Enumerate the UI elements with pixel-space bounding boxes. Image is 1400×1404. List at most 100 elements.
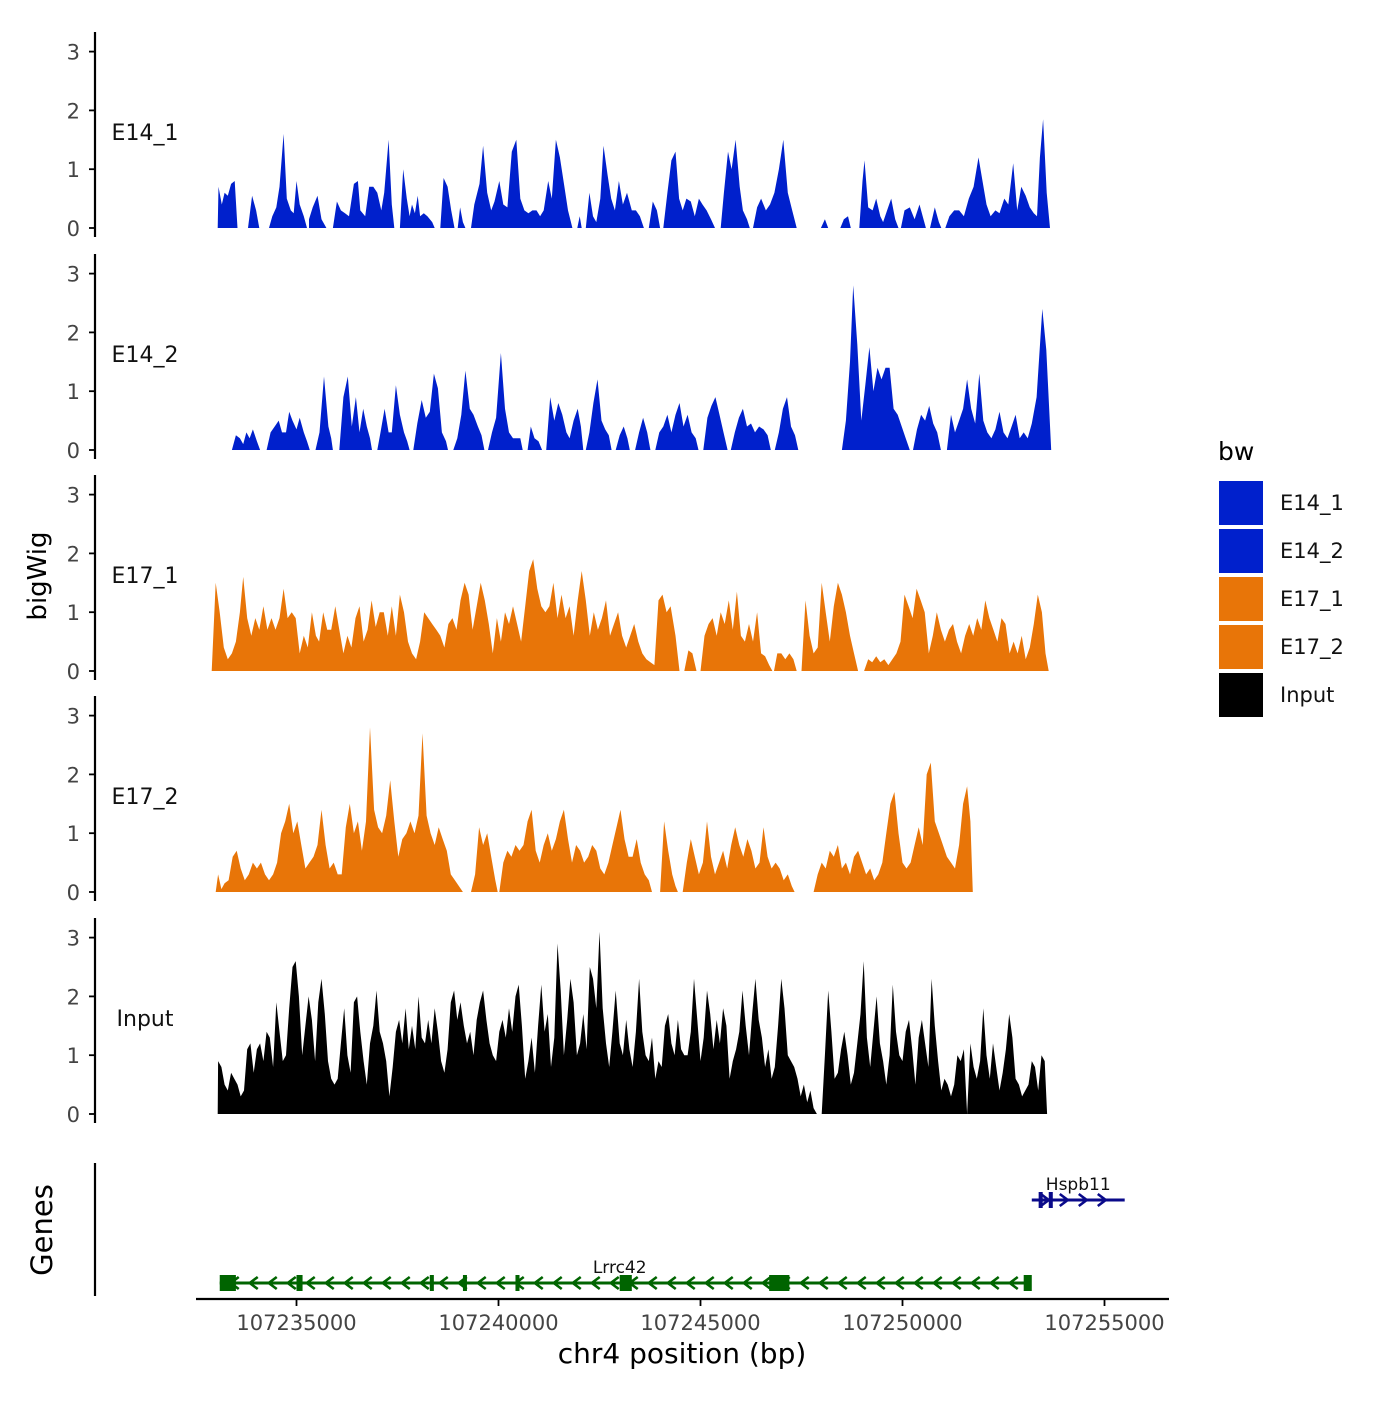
genes-track-title: Genes [25,1184,59,1276]
coverage-area [821,961,968,1114]
coverage-area [248,195,260,228]
exon [429,1275,434,1291]
coverage-area [217,181,238,228]
strand-arrow [741,1275,753,1291]
y-tick-label: 3 [67,484,80,508]
coverage-area [945,119,1050,228]
strand-arrow [855,1275,867,1291]
y-tick-label: 3 [67,705,80,729]
coverage-area [215,727,463,892]
strand-arrow [988,1275,1000,1291]
y-tick-label: 0 [67,881,80,905]
track-e14-2: 0 1 2 3 E14_2 [67,254,1052,463]
coverage-area [648,201,661,228]
gene-label: Lrrc42 [593,1258,647,1278]
track-label: Input [117,1007,174,1032]
strand-arrow [874,1275,886,1291]
exon [1023,1275,1032,1291]
strand-arrow [532,1275,544,1291]
coverage-area [499,809,652,892]
strand-arrow [323,1275,335,1291]
coverage-area [900,204,926,228]
x-axis: 107235000 107240000 107245000 107250000 1072… [196,1297,1169,1335]
coverage-area [527,426,543,450]
strand-arrow [475,1275,487,1291]
coverage-area [684,650,697,671]
strand-arrow [608,1275,620,1291]
exon [1038,1192,1043,1208]
strand-arrow [684,1275,696,1291]
legend-label: E17_1 [1280,587,1344,612]
coverage-area [577,216,582,228]
strand-arrow [893,1275,905,1291]
coverage-area [211,559,680,671]
legend-label: Input [1280,683,1334,707]
coverage-area [864,588,1049,671]
coverage-area [399,169,435,228]
coverage-area [332,139,395,228]
track-e14-1: 0 1 2 3 E14_1 [67,32,1050,241]
legend: bw E14_1 E14_2 E17_1 E17_2 Input [1217,437,1344,719]
coverage-area [413,373,448,450]
coverage-area [471,827,498,892]
strand-arrow [437,1275,449,1291]
coverage-area [231,429,261,450]
legend-swatch [1217,527,1265,575]
legend-swatch [1217,671,1265,719]
coverage-area [703,397,728,450]
exon [296,1275,303,1291]
coverage-area [309,195,327,228]
track-label: E17_2 [112,785,179,810]
coverage-area [859,160,899,228]
y-tick-label: 0 [67,1103,80,1127]
strand-arrow [817,1275,829,1291]
strand-arrow [722,1275,734,1291]
coverage-area [315,376,333,450]
coverage-area [700,591,773,671]
strand-arrow [380,1275,392,1291]
strand-arrow [494,1275,506,1291]
coverage-area [820,219,829,228]
strand-arrow [703,1275,715,1291]
y-tick-label: 2 [67,99,80,123]
legend-swatch [1217,479,1265,527]
strand-arrow [950,1275,962,1291]
coverage-area [546,397,584,450]
gene-lrrc42: Lrrc42 [219,1258,1032,1291]
track-e17-2: 0 1 2 3 E17_2 [67,696,973,905]
coverage-area [453,370,485,450]
legend-label: E14_2 [1280,539,1344,564]
coverage-area [774,653,797,671]
strand-arrow [570,1275,582,1291]
strand-arrow [1007,1275,1019,1291]
coverage-area [720,139,750,228]
track-label: E14_1 [112,121,179,146]
coverage-area [269,133,307,228]
legend-swatch [1217,575,1265,623]
legend-label: E14_1 [1280,491,1344,516]
coverage-area [730,408,771,450]
coverage-area [471,139,573,228]
strand-arrow [589,1275,601,1291]
y-tick-label: 0 [67,660,80,684]
coverage-area [840,216,851,228]
y-tick-label: 2 [67,985,80,1009]
x-tick-label: 107250000 [842,1311,962,1335]
coverage-area [339,376,372,450]
strand-arrow [247,1275,259,1291]
coverage-area [946,308,1052,450]
strand-arrow [551,1275,563,1291]
strand-arrow [399,1275,411,1291]
track-label: E14_2 [112,343,179,368]
strand-arrow [266,1275,278,1291]
strand-arrow [418,1275,430,1291]
strand-arrow [304,1275,316,1291]
strand-arrow [665,1275,677,1291]
strand-arrow [361,1275,373,1291]
coverage-area [217,931,817,1114]
coverage-area [663,151,715,228]
strand-arrow [912,1275,924,1291]
coverage-area [930,207,942,228]
exon [515,1275,520,1291]
y-tick-label: 1 [67,822,80,846]
